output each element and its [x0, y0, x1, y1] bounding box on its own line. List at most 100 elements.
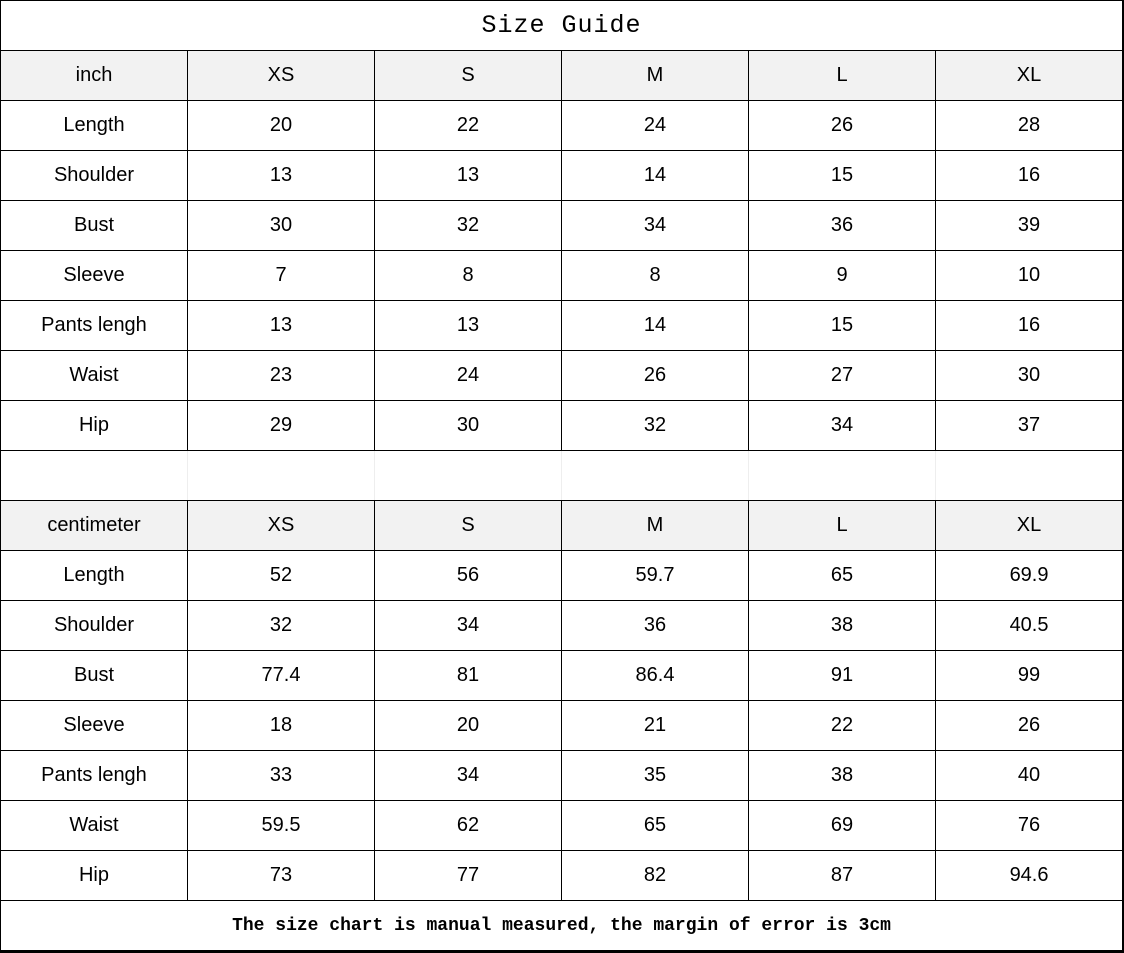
measurement-value: 34 [374, 750, 562, 801]
measurement-value: 56 [374, 550, 562, 601]
title-row: Size Guide [0, 0, 1124, 51]
table-row: Waist 23 24 26 27 30 [0, 350, 1124, 401]
measurement-value: 82 [561, 850, 749, 901]
table-row: Shoulder 13 13 14 15 16 [0, 150, 1124, 201]
measurement-value: 16 [934, 300, 1124, 351]
measurement-label: Sleeve [0, 250, 188, 301]
measurement-label: Shoulder [0, 150, 188, 201]
measurement-value: 24 [561, 100, 749, 151]
cm-header-row: centimeter XS S M L XL [0, 500, 1124, 551]
measurement-label: Waist [0, 350, 188, 401]
measurement-label: Pants lengh [0, 300, 188, 351]
measurement-value: 32 [374, 200, 562, 251]
measurement-value: 26 [561, 350, 749, 401]
measurement-value: 14 [561, 300, 749, 351]
measurement-value: 69.9 [934, 550, 1124, 601]
measurement-value: 86.4 [561, 650, 749, 701]
measurement-value: 32 [187, 600, 375, 651]
measurement-value: 36 [561, 600, 749, 651]
table-row: Pants lengh 13 13 14 15 16 [0, 300, 1124, 351]
measurement-value: 23 [187, 350, 375, 401]
measurement-value: 15 [748, 300, 936, 351]
measurement-value: 59.7 [561, 550, 749, 601]
measurement-value: 22 [748, 700, 936, 751]
measurement-value: 94.6 [934, 850, 1124, 901]
measurement-value: 34 [374, 600, 562, 651]
measurement-value: 7 [187, 250, 375, 301]
measurement-value: 26 [748, 100, 936, 151]
size-header: XS [187, 50, 375, 101]
empty-cell [374, 450, 562, 501]
table-row: Hip 73 77 82 87 94.6 [0, 850, 1124, 901]
footer-note: The size chart is manual measured, the m… [0, 900, 1124, 951]
measurement-value: 40.5 [934, 600, 1124, 651]
measurement-value: 77.4 [187, 650, 375, 701]
measurement-value: 30 [187, 200, 375, 251]
measurement-value: 10 [934, 250, 1124, 301]
table-row: Hip 29 30 32 34 37 [0, 400, 1124, 451]
measurement-value: 9 [748, 250, 936, 301]
measurement-value: 99 [934, 650, 1124, 701]
table-row: Sleeve 18 20 21 22 26 [0, 700, 1124, 751]
measurement-value: 20 [187, 100, 375, 151]
size-header: M [561, 500, 749, 551]
measurement-value: 24 [374, 350, 562, 401]
footer-row: The size chart is manual measured, the m… [0, 900, 1124, 951]
measurement-value: 65 [748, 550, 936, 601]
measurement-value: 69 [748, 800, 936, 851]
measurement-value: 36 [748, 200, 936, 251]
measurement-value: 52 [187, 550, 375, 601]
size-header: S [374, 500, 562, 551]
measurement-value: 91 [748, 650, 936, 701]
measurement-value: 13 [187, 150, 375, 201]
measurement-value: 38 [748, 600, 936, 651]
measurement-value: 33 [187, 750, 375, 801]
measurement-value: 77 [374, 850, 562, 901]
measurement-value: 76 [934, 800, 1124, 851]
measurement-value: 21 [561, 700, 749, 751]
measurement-value: 59.5 [187, 800, 375, 851]
inch-header-row: inch XS S M L XL [0, 50, 1124, 101]
measurement-value: 26 [934, 700, 1124, 751]
measurement-label: Length [0, 100, 188, 151]
measurement-value: 38 [748, 750, 936, 801]
measurement-value: 40 [934, 750, 1124, 801]
table-row: Bust 77.4 81 86.4 91 99 [0, 650, 1124, 701]
table-row: Length 20 22 24 26 28 [0, 100, 1124, 151]
unit-label: centimeter [0, 500, 188, 551]
empty-cell [934, 450, 1124, 501]
table-row: Pants lengh 33 34 35 38 40 [0, 750, 1124, 801]
size-header: S [374, 50, 562, 101]
measurement-value: 81 [374, 650, 562, 701]
measurement-value: 65 [561, 800, 749, 851]
measurement-value: 32 [561, 400, 749, 451]
unit-label: inch [0, 50, 188, 101]
measurement-value: 37 [934, 400, 1124, 451]
measurement-value: 18 [187, 700, 375, 751]
measurement-value: 22 [374, 100, 562, 151]
measurement-value: 16 [934, 150, 1124, 201]
measurement-value: 62 [374, 800, 562, 851]
table-row: Waist 59.5 62 65 69 76 [0, 800, 1124, 851]
empty-cell [561, 450, 749, 501]
size-header: L [748, 500, 936, 551]
measurement-value: 14 [561, 150, 749, 201]
measurement-label: Bust [0, 200, 188, 251]
measurement-value: 35 [561, 750, 749, 801]
measurement-value: 39 [934, 200, 1124, 251]
measurement-label: Bust [0, 650, 188, 701]
size-header: XL [934, 500, 1124, 551]
measurement-value: 30 [374, 400, 562, 451]
measurement-value: 27 [748, 350, 936, 401]
spacer-row [0, 450, 1124, 501]
table-row: Shoulder 32 34 36 38 40.5 [0, 600, 1124, 651]
measurement-value: 8 [561, 250, 749, 301]
measurement-value: 8 [374, 250, 562, 301]
size-header: M [561, 50, 749, 101]
measurement-value: 34 [561, 200, 749, 251]
measurement-value: 73 [187, 850, 375, 901]
measurement-label: Shoulder [0, 600, 188, 651]
measurement-value: 29 [187, 400, 375, 451]
measurement-value: 13 [187, 300, 375, 351]
